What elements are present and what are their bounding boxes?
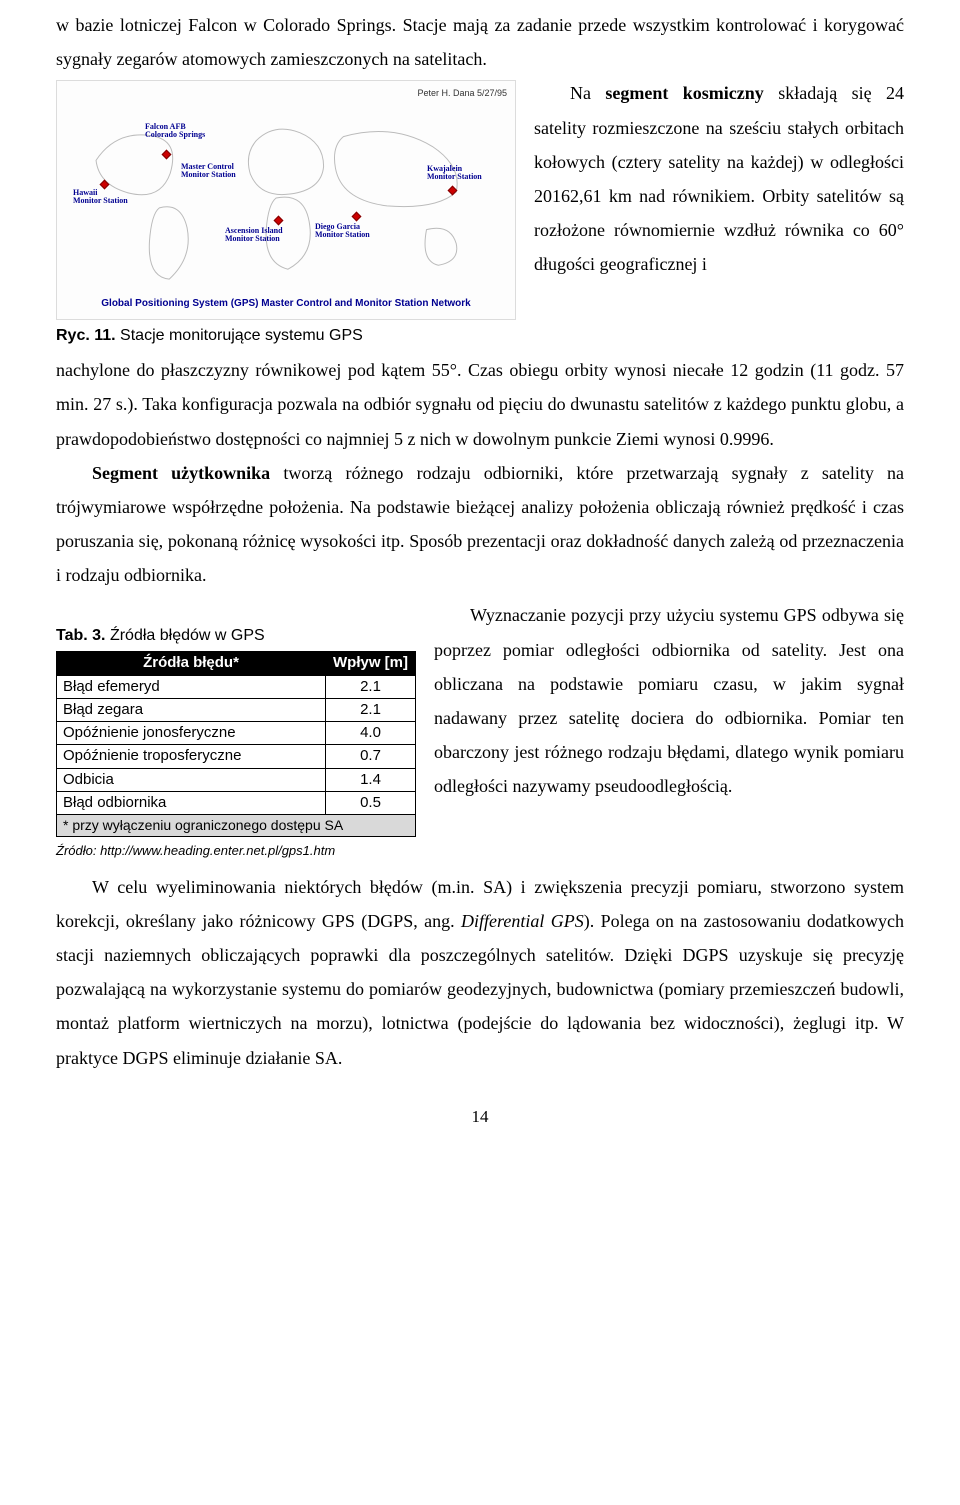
table-header-row: Źródła błędu* Wpływ [m] [57,652,416,675]
p2-bold: segment kosmiczny [605,83,763,103]
table-header-impact: Wpływ [m] [326,652,416,675]
paragraph-3: Segment użytkownika tworzą różnego rodza… [56,456,904,593]
station-label-falcon: Falcon AFBColorado Springs [145,123,205,139]
table-cell-label: Błąd efemeryd [57,675,326,698]
world-map [75,101,497,289]
table-caption-text: Źródła błędów w GPS [110,627,265,644]
page-number: 14 [56,1101,904,1133]
table-cell-value: 0.7 [326,745,416,768]
table-cell-value: 2.1 [326,698,416,721]
table-row: Błąd odbiornika0.5 [57,791,416,814]
table-caption: Tab. 3. Źródła błędów w GPS [56,626,416,647]
table-row: Odbicia1.4 [57,768,416,791]
paragraph-1: w bazie lotniczej Falcon w Colorado Spri… [56,8,904,76]
table-cell-value: 1.4 [326,768,416,791]
gps-errors-table: Źródła błędu* Wpływ [m] Błąd efemeryd2.1… [56,651,416,837]
station-label-kwajalein: KwajaleinMonitor Station [427,165,482,181]
table-row: Opóźnienie troposferyczne0.7 [57,745,416,768]
table-note-row: * przy wyłączeniu ograniczonego dostępu … [57,815,416,837]
p2-text-c: składają się 24 satelity rozmieszczone n… [534,83,904,274]
table-cell-label: Opóźnienie jonosferyczne [57,722,326,745]
table-cell-label: Błąd odbiornika [57,791,326,814]
table-row: Błąd efemeryd2.1 [57,675,416,698]
paragraph-5: W celu wyeliminowania niektórych błędów … [56,870,904,1075]
table-cell-label: Błąd zegara [57,698,326,721]
table-cell-value: 2.1 [326,675,416,698]
station-label-diego: Diego GarciaMonitor Station [315,223,370,239]
figure-11-block: Peter H. Dana 5/27/95 Falcon AFBColorado… [56,80,516,347]
p5-text-b: ). Polega on na zastosowaniu dodatkowych… [56,911,904,1068]
p2-text-a: Na [570,83,605,103]
table-cell-label: Opóźnienie troposferyczne [57,745,326,768]
table-3-block: Tab. 3. Źródła błędów w GPS Źródła błędu… [56,598,416,863]
table-note: * przy wyłączeniu ograniczonego dostępu … [57,815,416,837]
figure-caption: Ryc. 11. Stacje monitorujące systemu GPS [56,326,516,347]
p5-italic: Differential GPS [461,911,584,931]
station-label-ascension: Ascension IslandMonitor Station [225,227,283,243]
figure-credit: Peter H. Dana 5/27/95 [417,85,507,102]
station-label-hawaii: HawaiiMonitor Station [73,189,128,205]
table-source: Źródło: http://www.heading.enter.net.pl/… [56,839,416,864]
figure-caption-number: Ryc. 11. [56,327,120,344]
table-cell-value: 0.5 [326,791,416,814]
table-cell-value: 4.0 [326,722,416,745]
table-row: Opóźnienie jonosferyczne4.0 [57,722,416,745]
table-row: Błąd zegara2.1 [57,698,416,721]
table-cell-label: Odbicia [57,768,326,791]
figure-caption-text: Stacje monitorujące systemu GPS [120,327,363,344]
p3-bold: Segment użytkownika [92,463,270,483]
table-header-source: Źródła błędu* [57,652,326,675]
figure-footer-text: Global Positioning System (GPS) Master C… [57,294,515,313]
gps-stations-map: Peter H. Dana 5/27/95 Falcon AFBColorado… [56,80,516,320]
station-label-master: Master ControlMonitor Station [181,163,236,179]
table-caption-number: Tab. 3. [56,627,110,644]
paragraph-2-rest: nachylone do płaszczyzny równikowej pod … [56,353,904,456]
